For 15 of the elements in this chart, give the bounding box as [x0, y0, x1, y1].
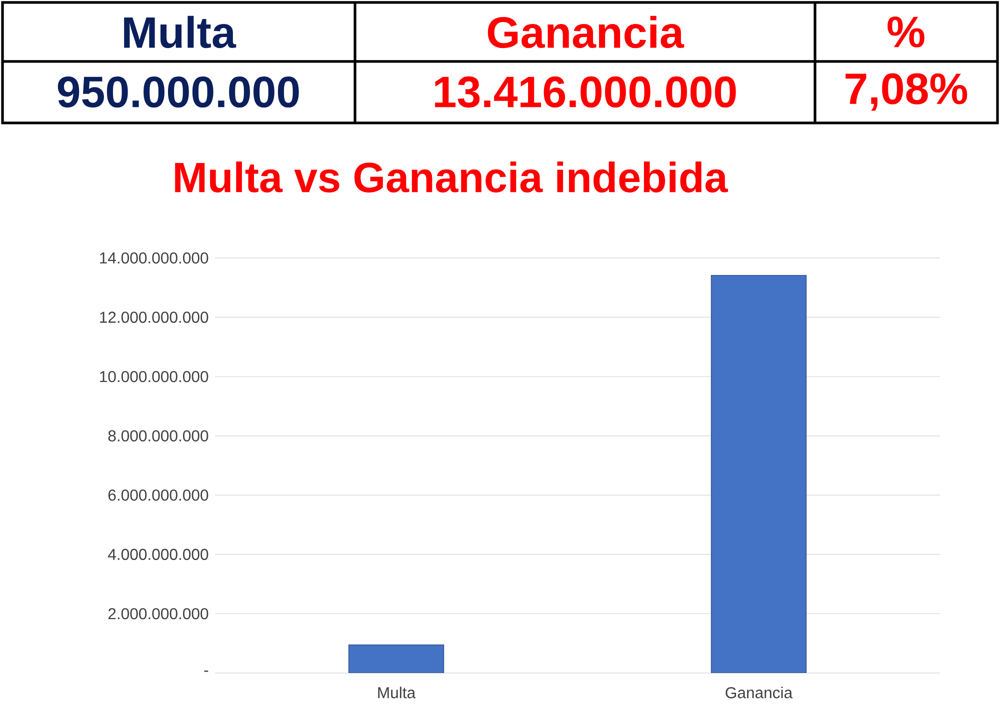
y-tick-label: 6.000.000.000	[108, 490, 208, 501]
category-label: Ganancia	[488, 16, 684, 48]
y-tick-label: 4.000.000.000	[108, 548, 208, 560]
y-tick-label: 12.000.000.000	[100, 312, 208, 323]
y-tick-label: 2.000.000.000	[108, 608, 208, 620]
text: 7,08%	[846, 73, 968, 111]
text: 13.416.000.000	[435, 76, 736, 108]
y-tick-label: -	[204, 670, 208, 672]
y-tick-label: 14.000.000.000	[100, 252, 208, 264]
text: 950.000.000	[58, 76, 299, 108]
y-tick-label: 10.000.000.000	[100, 370, 208, 382]
text: %	[888, 16, 924, 48]
chart-title: Multa vs Ganancia indebida	[175, 162, 728, 192]
y-tick-label: 8.000.000.000	[108, 430, 208, 442]
category-label: Multa	[124, 16, 236, 48]
